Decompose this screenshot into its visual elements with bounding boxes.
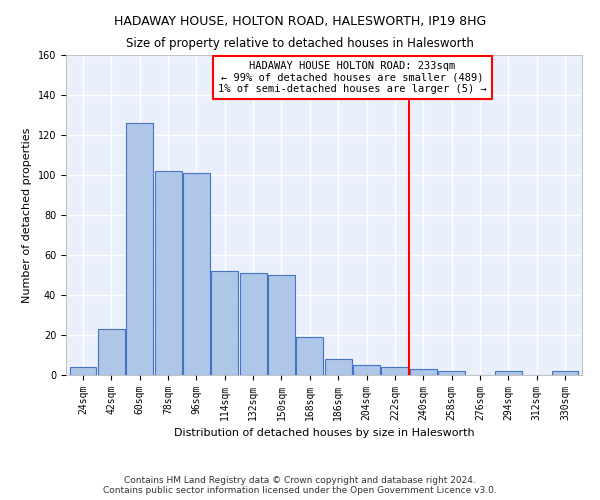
Bar: [296, 337, 323, 375]
Bar: [495, 371, 522, 375]
Bar: [438, 371, 465, 375]
Bar: [239, 273, 266, 375]
Bar: [353, 365, 380, 375]
Text: Size of property relative to detached houses in Halesworth: Size of property relative to detached ho…: [126, 38, 474, 51]
Text: HADAWAY HOUSE HOLTON ROAD: 233sqm
← 99% of detached houses are smaller (489)
1% : HADAWAY HOUSE HOLTON ROAD: 233sqm ← 99% …: [218, 61, 487, 94]
Y-axis label: Number of detached properties: Number of detached properties: [22, 128, 32, 302]
Bar: [70, 367, 97, 375]
Bar: [268, 275, 295, 375]
X-axis label: Distribution of detached houses by size in Halesworth: Distribution of detached houses by size …: [173, 428, 475, 438]
Bar: [410, 369, 437, 375]
Bar: [551, 371, 578, 375]
Bar: [382, 367, 409, 375]
Bar: [126, 123, 153, 375]
Bar: [98, 329, 125, 375]
Bar: [155, 171, 182, 375]
Bar: [325, 359, 352, 375]
Text: Contains HM Land Registry data © Crown copyright and database right 2024.
Contai: Contains HM Land Registry data © Crown c…: [103, 476, 497, 495]
Bar: [211, 271, 238, 375]
Text: HADAWAY HOUSE, HOLTON ROAD, HALESWORTH, IP19 8HG: HADAWAY HOUSE, HOLTON ROAD, HALESWORTH, …: [114, 15, 486, 28]
Bar: [183, 173, 210, 375]
